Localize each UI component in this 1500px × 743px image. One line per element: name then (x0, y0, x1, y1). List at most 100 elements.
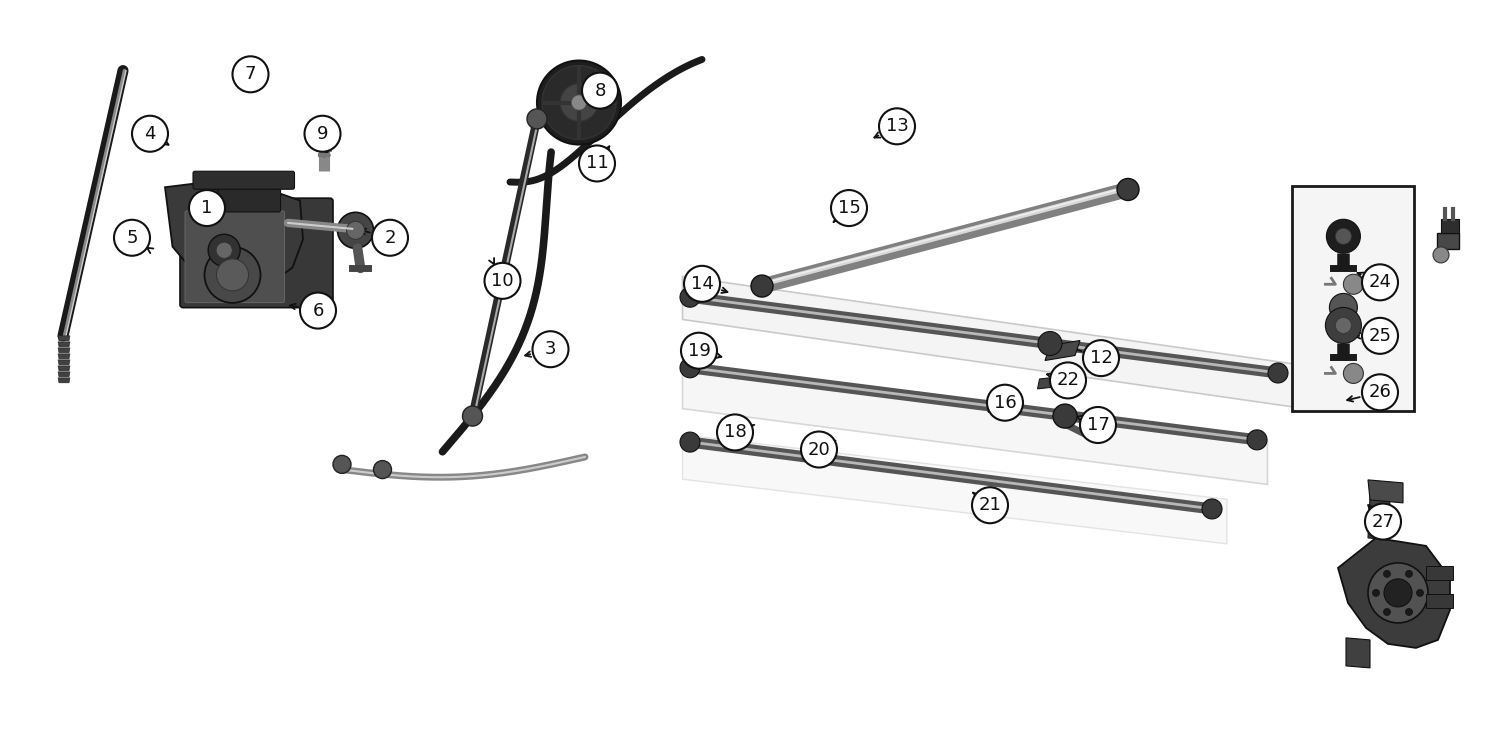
Text: 13: 13 (885, 117, 909, 135)
Circle shape (1416, 589, 1424, 597)
Circle shape (1344, 274, 1364, 294)
Text: 24: 24 (1368, 273, 1392, 291)
Text: 25: 25 (1368, 327, 1392, 345)
Polygon shape (1426, 594, 1454, 608)
Text: 22: 22 (1056, 372, 1080, 389)
Text: 16: 16 (993, 394, 1017, 412)
Circle shape (680, 358, 700, 377)
Polygon shape (1437, 233, 1460, 249)
Circle shape (1326, 308, 1362, 343)
Circle shape (1406, 609, 1413, 615)
Polygon shape (58, 342, 70, 347)
Polygon shape (58, 354, 70, 359)
Text: 21: 21 (978, 496, 1002, 514)
Text: 10: 10 (490, 272, 514, 290)
Circle shape (484, 263, 520, 299)
Circle shape (1344, 363, 1364, 383)
Circle shape (684, 266, 720, 302)
Circle shape (1038, 331, 1062, 355)
Circle shape (1365, 504, 1401, 539)
Text: 14: 14 (690, 275, 714, 293)
Polygon shape (1426, 566, 1454, 580)
Polygon shape (1046, 340, 1080, 360)
Circle shape (879, 108, 915, 144)
Circle shape (717, 415, 753, 450)
Circle shape (526, 109, 548, 129)
Circle shape (681, 333, 717, 369)
Circle shape (987, 385, 1023, 421)
Polygon shape (58, 336, 70, 341)
Text: 11: 11 (585, 155, 609, 172)
FancyBboxPatch shape (184, 211, 285, 302)
Text: 4: 4 (144, 125, 156, 143)
Circle shape (579, 146, 615, 181)
Polygon shape (1338, 538, 1450, 648)
Text: 6: 6 (312, 302, 324, 319)
Circle shape (680, 288, 700, 307)
Circle shape (216, 242, 232, 259)
Text: 27: 27 (1371, 513, 1395, 531)
Text: 19: 19 (687, 342, 711, 360)
Circle shape (372, 220, 408, 256)
Circle shape (831, 190, 867, 226)
Circle shape (1384, 579, 1411, 607)
Text: 9: 9 (316, 125, 328, 143)
Circle shape (532, 331, 568, 367)
Circle shape (300, 293, 336, 328)
Circle shape (1083, 340, 1119, 376)
Circle shape (204, 247, 261, 303)
Polygon shape (1038, 377, 1058, 389)
Polygon shape (58, 372, 70, 377)
FancyBboxPatch shape (1292, 186, 1414, 411)
Circle shape (1080, 407, 1116, 443)
Text: 2: 2 (384, 229, 396, 247)
Circle shape (462, 406, 483, 426)
Circle shape (537, 60, 621, 145)
Polygon shape (1442, 219, 1460, 233)
Circle shape (542, 65, 616, 140)
Circle shape (1383, 609, 1390, 615)
Text: 15: 15 (837, 199, 861, 217)
Circle shape (1118, 178, 1138, 201)
Circle shape (1202, 499, 1222, 519)
Circle shape (1362, 265, 1398, 300)
FancyBboxPatch shape (180, 198, 333, 308)
Circle shape (1372, 589, 1380, 597)
Text: 18: 18 (723, 424, 747, 441)
Polygon shape (58, 366, 70, 371)
Circle shape (1326, 219, 1360, 253)
Circle shape (1406, 571, 1413, 577)
Circle shape (132, 116, 168, 152)
Text: 20: 20 (807, 441, 831, 458)
Circle shape (114, 220, 150, 256)
Circle shape (1383, 571, 1390, 577)
Circle shape (1053, 404, 1077, 428)
Polygon shape (1368, 480, 1402, 503)
Circle shape (1329, 293, 1358, 322)
Circle shape (972, 487, 1008, 523)
Circle shape (1362, 318, 1398, 354)
Polygon shape (1346, 638, 1370, 668)
Circle shape (572, 95, 586, 110)
Circle shape (1368, 563, 1428, 623)
Circle shape (338, 212, 374, 248)
Polygon shape (58, 348, 70, 353)
Text: 3: 3 (544, 340, 556, 358)
Circle shape (1246, 430, 1268, 450)
Circle shape (346, 221, 364, 239)
Circle shape (216, 259, 249, 291)
Circle shape (374, 461, 392, 478)
Circle shape (752, 275, 772, 297)
Circle shape (1268, 363, 1288, 383)
Circle shape (333, 455, 351, 473)
Circle shape (801, 432, 837, 467)
Text: 12: 12 (1089, 349, 1113, 367)
Text: 5: 5 (126, 229, 138, 247)
Polygon shape (58, 378, 70, 383)
Text: 8: 8 (594, 82, 606, 100)
Circle shape (1432, 247, 1449, 263)
Circle shape (680, 432, 700, 452)
Circle shape (232, 56, 268, 92)
Text: 17: 17 (1086, 416, 1110, 434)
Text: 26: 26 (1368, 383, 1392, 401)
